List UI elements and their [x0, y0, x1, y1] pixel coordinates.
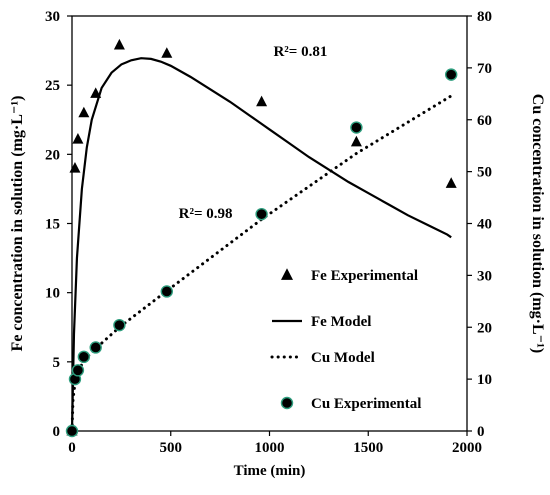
legend-circle-swatch — [280, 396, 294, 410]
fe-experimental-point — [350, 135, 362, 147]
cu-experimental-point — [89, 341, 102, 354]
y-right-tick-label: 10 — [477, 372, 492, 388]
x-tick-label: 1500 — [353, 440, 383, 456]
legend: Fe Experimental Fe Model Cu Model Cu Experi… — [270, 268, 421, 412]
annotation-fe-r2: R²= 0.81 — [273, 44, 327, 60]
y-right-tick-label: 30 — [477, 268, 492, 284]
fe-experimental-point — [69, 162, 81, 173]
axes: 0 500 1000 1500 2000051015202530010203040506… — [45, 9, 492, 456]
y-axis-left-label: Fe concentration in solution (mg·L⁻¹) — [9, 96, 26, 352]
series-fe-experimental — [66, 38, 457, 436]
fe-experimental-point — [445, 177, 457, 188]
series-fe-model — [70, 57, 452, 432]
legend-label: Fe Experimental — [311, 268, 418, 284]
y-right-tick-label: 70 — [477, 61, 492, 77]
y-left-tick-label: 15 — [45, 217, 60, 233]
x-tick-label: 0 — [68, 440, 76, 456]
annotation-layer: R²= 0.81 R²= 0.98 — [179, 44, 328, 222]
y-right-tick-label: 60 — [477, 113, 492, 129]
series-cu-experimental — [65, 68, 458, 438]
y-left-tick-label: 30 — [45, 9, 60, 25]
y-right-tick-label: 40 — [477, 217, 492, 233]
fe-experimental-point — [113, 38, 125, 50]
cu-experimental-point — [255, 207, 268, 221]
y-left-tick-label: 10 — [45, 286, 60, 302]
legend-item: Cu Experimental — [280, 396, 421, 412]
x-axis-label: Time (min) — [234, 463, 306, 479]
legend-triangle-swatch — [281, 268, 293, 280]
y-left-tick-label: 20 — [45, 147, 60, 163]
legend-item: Fe Experimental — [281, 268, 418, 284]
plot-frame — [71, 15, 468, 432]
fe-model-line — [70, 57, 452, 432]
y-axis-right-label: Cu concentration in solution (mg·L⁻¹) — [529, 94, 546, 353]
legend-item: Cu Model — [270, 350, 375, 366]
legend-label: Fe Model — [311, 314, 371, 330]
series-layer — [65, 38, 458, 438]
y-right-tick-label: 0 — [477, 424, 485, 440]
cu-model-line — [70, 94, 453, 433]
cu-experimental-point — [445, 68, 458, 81]
x-tick-label: 1000 — [255, 440, 285, 456]
legend-label: Cu Experimental — [311, 396, 421, 412]
cu-experimental-point — [160, 285, 174, 298]
annotation-cu-r2: R²= 0.98 — [179, 206, 233, 222]
y-right-tick-label: 50 — [477, 165, 492, 181]
x-tick-label: 2000 — [452, 440, 482, 456]
legend-label: Cu Model — [311, 350, 375, 366]
series-cu-model — [70, 94, 453, 433]
cu-experimental-point — [71, 364, 85, 377]
cu-experimental-point — [113, 318, 126, 332]
cu-experimental-point — [77, 350, 91, 364]
cu-experimental-point — [65, 424, 79, 438]
legend-item: Fe Model — [272, 314, 371, 330]
fe-experimental-point — [161, 47, 173, 58]
fe-experimental-point — [256, 95, 268, 107]
x-tick-label: 500 — [160, 440, 183, 456]
y-right-tick-label: 80 — [477, 9, 492, 25]
fe-experimental-point — [78, 106, 90, 118]
y-left-tick-label: 0 — [53, 424, 61, 440]
y-right-tick-label: 20 — [477, 320, 492, 336]
cu-experimental-point — [350, 121, 363, 134]
fe-experimental-point — [72, 132, 84, 144]
y-left-tick-label: 25 — [45, 78, 60, 94]
y-left-tick-label: 5 — [53, 355, 61, 371]
